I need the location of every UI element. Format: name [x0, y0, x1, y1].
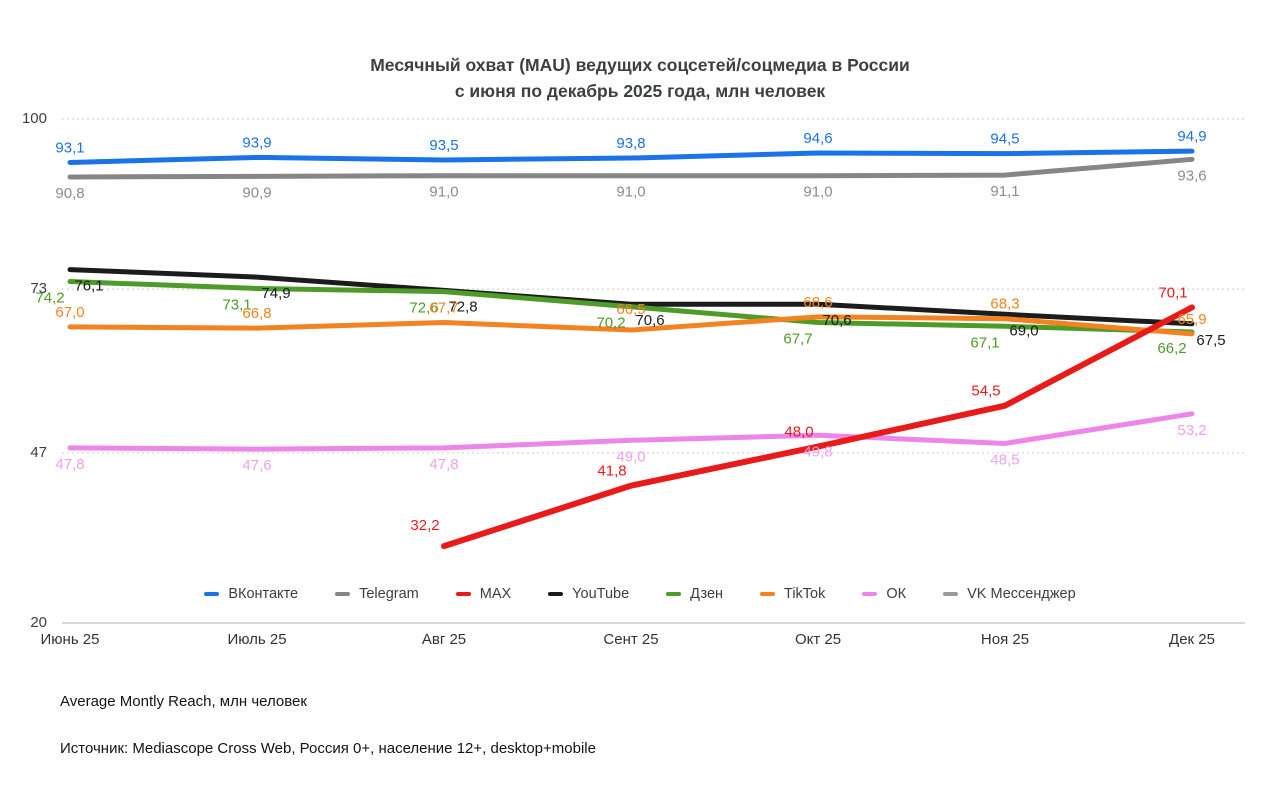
data-label: 91,1 — [990, 183, 1019, 200]
data-label: 74,9 — [261, 285, 290, 302]
x-axis-tick-label: Авг 25 — [421, 631, 467, 648]
data-label: 69,0 — [1009, 322, 1038, 339]
legend-item-label: YouTube — [572, 586, 630, 602]
chart-source: Источник: Mediascope Cross Web, Россия 0… — [60, 740, 596, 757]
legend-dash-icon — [548, 592, 564, 596]
data-label: 93,8 — [616, 135, 645, 152]
data-label: 93,9 — [242, 134, 271, 151]
data-label: 74,2 — [35, 290, 64, 307]
data-label: 47,8 — [429, 456, 458, 473]
data-label: 67,7 — [429, 299, 458, 316]
legend-item-max: MAX — [455, 586, 512, 602]
data-label: 66,5 — [616, 301, 645, 318]
data-label: 65,9 — [1177, 311, 1206, 328]
data-label: 70,1 — [1158, 284, 1187, 301]
legend-dash-icon — [666, 592, 682, 596]
data-label: 47,6 — [242, 457, 271, 474]
data-label: 76,1 — [74, 278, 103, 295]
data-label: 47,8 — [55, 456, 84, 473]
data-label: 32,2 — [410, 517, 439, 534]
series-line-5 — [67, 314, 1195, 337]
data-label: 67,7 — [783, 330, 812, 347]
legend-item-label: ВКонтакте — [228, 586, 299, 602]
data-label: 53,2 — [1177, 422, 1206, 439]
data-label: 90,8 — [55, 185, 84, 202]
legend-dash-icon — [862, 592, 878, 596]
legend-item-label: VK Мессенджер — [967, 586, 1076, 602]
legend-item-vkontakte: ВКонтакте — [204, 586, 298, 602]
data-label: 67,5 — [1196, 332, 1225, 349]
series-line-1 — [67, 156, 1195, 180]
data-label: 91,0 — [429, 184, 458, 201]
x-axis-tick-label: Дек 25 — [1169, 631, 1215, 648]
data-label: 94,9 — [1177, 128, 1206, 145]
legend-item-vk-messenger: VK Мессенджер — [943, 586, 1076, 602]
series-line-3 — [67, 267, 1195, 327]
data-label: 68,6 — [803, 294, 832, 311]
x-axis-tick-label: Сент 25 — [603, 631, 659, 648]
legend-item-label: ОК — [886, 586, 907, 602]
data-label: 72,6 — [409, 300, 438, 317]
legend-dash-icon — [760, 592, 776, 596]
x-axis-tick-label: Июнь 25 — [40, 631, 100, 648]
legend-dash-icon — [455, 592, 471, 596]
data-label: 73,1 — [222, 296, 251, 313]
series-line-4 — [67, 279, 1195, 335]
legend: ВКонтакте Telegram MAX YouTube Дзен TikT… — [0, 586, 1280, 602]
data-label: 93,1 — [55, 139, 84, 156]
chart-title-block: Месячный охват (MAU) ведущих соцсетей/со… — [0, 52, 1280, 104]
y-axis-tick-label: 20 — [30, 614, 47, 631]
data-label: 91,0 — [616, 184, 645, 201]
data-label: 70,6 — [635, 312, 664, 329]
data-label: 68,3 — [990, 296, 1019, 313]
legend-item-label: Дзен — [690, 586, 724, 602]
data-label: 93,6 — [1177, 167, 1206, 184]
data-label: 49,8 — [803, 443, 832, 460]
data-label: 67,1 — [970, 334, 999, 351]
data-label: 48,5 — [990, 451, 1019, 468]
series-line-0 — [67, 148, 1195, 165]
legend-dash-icon — [943, 592, 959, 596]
legend-item-ok: ОК — [862, 586, 906, 602]
chart-title: Месячный охват (MAU) ведущих соцсетей/со… — [370, 55, 910, 75]
legend-item-label: MAX — [479, 586, 512, 602]
data-label: 66,2 — [1157, 340, 1186, 357]
legend-item-telegram: Telegram — [335, 586, 419, 602]
y-axis-tick-label: 47 — [30, 443, 47, 461]
data-label: 91,0 — [803, 184, 832, 201]
data-label: 54,5 — [971, 383, 1000, 400]
data-label: 90,9 — [242, 184, 271, 201]
x-axis-tick-label: Окт 25 — [794, 631, 842, 648]
series-line-6 — [67, 411, 1195, 452]
chart-subtitle: с июня по декабрь 2025 года, млн человек — [454, 81, 826, 101]
data-label: 94,5 — [990, 131, 1019, 148]
data-label: 41,8 — [597, 463, 626, 480]
legend-dash-icon — [204, 592, 220, 596]
data-label: 66,8 — [242, 305, 271, 322]
legend-item-label: TikTok — [784, 586, 826, 602]
data-label: 49,0 — [616, 448, 645, 465]
y-axis-tick-label: 100 — [21, 110, 47, 127]
legend-dash-icon — [335, 592, 351, 596]
legend-item-youtube: YouTube — [548, 586, 629, 602]
data-label: 93,5 — [429, 137, 458, 154]
y-axis-tick-label: 73 — [30, 280, 47, 298]
legend-item-tiktok: TikTok — [760, 586, 825, 602]
x-axis-tick-label: Июль 25 — [227, 631, 287, 648]
chart-footnote: Average Montly Reach, млн человек — [60, 693, 307, 710]
series-line-2 — [441, 304, 1195, 550]
x-axis-tick-label: Ноя 25 — [980, 631, 1030, 648]
legend-item-label: Telegram — [359, 586, 419, 602]
data-label: 94,6 — [803, 130, 832, 147]
data-label: 70,6 — [822, 312, 851, 329]
data-label: 70,2 — [596, 315, 625, 332]
data-label: 72,8 — [448, 298, 477, 315]
data-label: 67,0 — [55, 304, 84, 321]
legend-item-dzen: Дзен — [666, 586, 723, 602]
data-label: 48,0 — [784, 424, 813, 441]
